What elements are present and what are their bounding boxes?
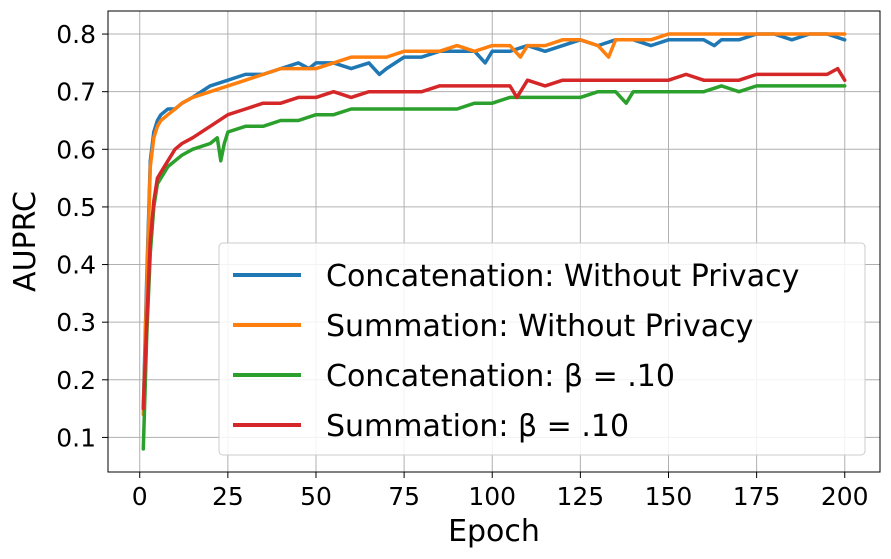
legend-box (218, 242, 866, 456)
legend-label-4: Summation: β = .10 (326, 409, 629, 444)
series-line-3 (141, 84, 847, 451)
series-line-4 (141, 66, 847, 411)
x-tick-label: 0 (132, 482, 148, 511)
x-tick-label: 125 (557, 482, 605, 511)
series-lines (141, 32, 847, 451)
x-tick-label: 100 (468, 482, 516, 511)
x-axis-ticks: 0 25 50 75 100 125 150 175 200 (132, 472, 869, 511)
series-line-2 (141, 32, 847, 417)
x-tick-label: 25 (212, 482, 244, 511)
y-tick-label: 0.8 (56, 20, 96, 49)
x-tick-label: 75 (388, 482, 420, 511)
legend-label-1: Concatenation: Without Privacy (326, 259, 799, 294)
x-tick-label: 175 (733, 482, 781, 511)
x-tick-label: 150 (645, 482, 693, 511)
x-axis-label: Epoch (448, 514, 540, 549)
plot-frame (107, 10, 881, 473)
x-tick-label: 200 (821, 482, 869, 511)
legend: Concatenation: Without Privacy Summation:… (218, 242, 866, 456)
y-tick-label: 0.6 (56, 135, 96, 164)
y-tick-label: 0.7 (56, 78, 96, 107)
x-tick-label: 50 (300, 482, 332, 511)
legend-label-3: Concatenation: β = .10 (326, 359, 675, 394)
legend-label-2: Summation: Without Privacy (326, 309, 753, 344)
y-tick-label: 0.4 (56, 251, 96, 280)
y-axis-label: AUPRC (8, 191, 43, 292)
y-axis-ticks: 0.1 0.2 0.3 0.4 0.5 0.6 0.7 0.8 (56, 20, 108, 452)
y-tick-label: 0.2 (56, 366, 96, 395)
y-tick-label: 0.5 (56, 193, 96, 222)
y-tick-label: 0.3 (56, 308, 96, 337)
y-tick-label: 0.1 (56, 423, 96, 452)
